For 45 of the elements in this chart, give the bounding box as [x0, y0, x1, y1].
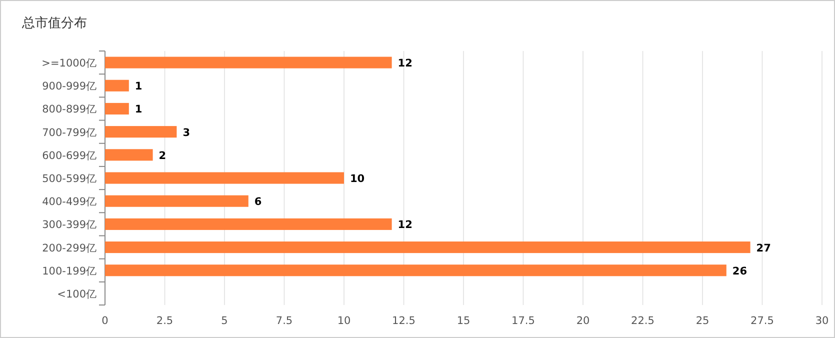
- data-label: 6: [254, 196, 262, 208]
- x-tick-label: 15: [456, 315, 470, 327]
- bar: [105, 172, 344, 184]
- x-tick-label: 22.5: [631, 315, 654, 327]
- data-label: 1: [134, 104, 142, 116]
- x-tick-label: 12.5: [392, 315, 416, 327]
- bar: [105, 126, 177, 138]
- data-label: 2: [158, 150, 166, 162]
- bar: [105, 242, 750, 254]
- y-tick-label: 400-499亿: [42, 196, 97, 208]
- y-tick-label: >=1000亿: [42, 58, 97, 70]
- y-tick-label: 800-899亿: [42, 104, 97, 116]
- data-label: 1: [134, 80, 142, 93]
- x-tick-label: 7.5: [276, 315, 293, 327]
- y-tick-label: 300-399亿: [42, 219, 97, 232]
- bar: [105, 264, 726, 276]
- y-tick-label: 600-699亿: [42, 150, 97, 162]
- x-tick-label: 20: [576, 315, 590, 327]
- data-label: 12: [398, 58, 412, 70]
- y-tick-label: 500-599亿: [42, 173, 97, 185]
- bar: [105, 218, 392, 230]
- data-label: 12: [398, 219, 412, 232]
- x-tick-label: 5: [221, 315, 228, 327]
- y-tick-label: <100亿: [57, 288, 97, 300]
- x-tick-label: 0: [102, 315, 108, 327]
- bar: [105, 195, 248, 207]
- y-tick-label: 700-799亿: [42, 126, 97, 139]
- bar: [105, 56, 392, 68]
- x-tick-label: 27.5: [750, 315, 774, 327]
- data-label: 26: [732, 265, 748, 278]
- bar: [105, 102, 129, 114]
- x-tick-label: 10: [337, 315, 351, 327]
- y-tick-label: 100-199亿: [42, 265, 97, 278]
- y-tick-label: 900-999亿: [42, 80, 97, 93]
- x-tick-label: 30: [815, 315, 829, 327]
- y-tick-label: 200-299亿: [42, 242, 97, 254]
- x-tick-label: 25: [696, 315, 710, 327]
- x-tick-label: 2.5: [156, 315, 174, 327]
- bar: [105, 149, 153, 161]
- x-tick-label: 17.5: [512, 315, 535, 327]
- data-label: 10: [350, 173, 365, 185]
- data-label: 3: [182, 126, 190, 139]
- data-label: 27: [756, 242, 771, 254]
- chart-title: 总市值分布: [21, 16, 87, 31]
- bar: [105, 80, 129, 92]
